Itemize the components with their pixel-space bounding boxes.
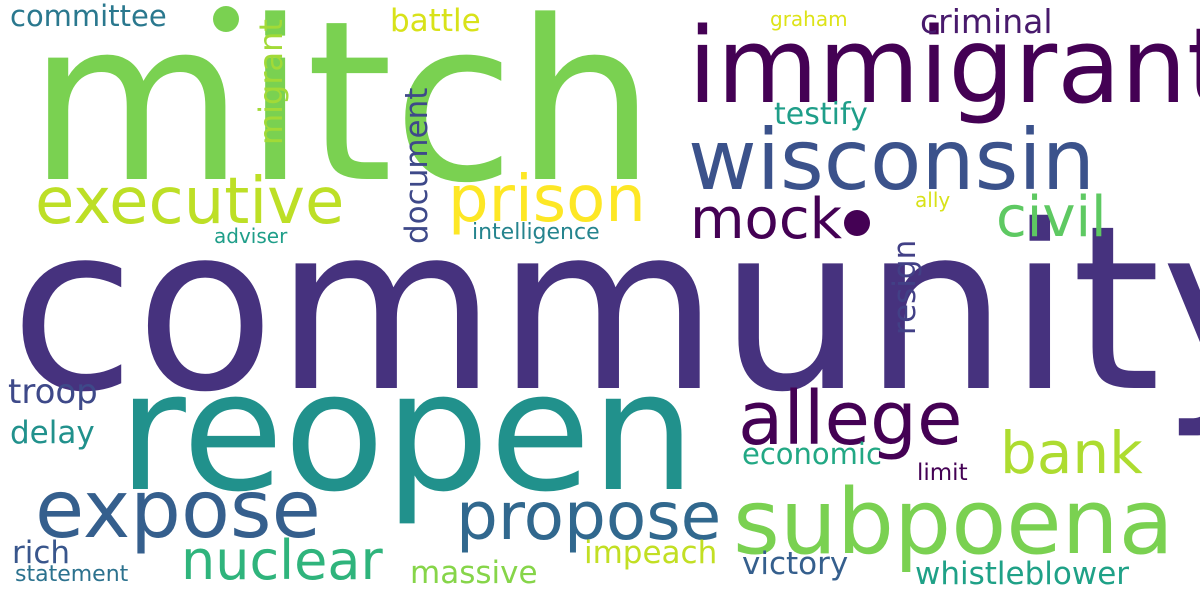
word-troop: troop [8, 372, 98, 412]
word-reopen: reopen [118, 336, 696, 528]
dot-mark [844, 210, 870, 236]
word-civil: civil [996, 185, 1107, 250]
word-mitch: mitch [28, 0, 656, 232]
word-wisconsin: wisconsin [688, 111, 1095, 209]
word-limit: limit [917, 460, 968, 486]
word-victory: victory [742, 546, 849, 582]
word-impeach: impeach [584, 535, 718, 571]
word-delay: delay [10, 415, 95, 451]
word-executive: executive [35, 165, 345, 239]
word-propose: propose [456, 478, 722, 555]
word-criminal: criminal [920, 2, 1053, 41]
word-document: document [399, 87, 435, 244]
word-allege: allege [738, 376, 963, 462]
word-nuclear: nuclear [181, 529, 383, 592]
word-subpoena: subpoena [733, 470, 1174, 575]
word-committee: committee [10, 0, 167, 33]
word-ally: ally [915, 188, 951, 212]
word-migrant: migrant [252, 19, 290, 145]
word-immigrant: immigrant [688, 5, 1200, 127]
word-community: community [10, 176, 1200, 442]
word-rich: rich [12, 535, 71, 571]
word-economic: economic [742, 437, 882, 471]
dot-mark [213, 6, 239, 32]
word-battle: battle [390, 3, 481, 39]
word-testify: testify [774, 97, 868, 132]
word-massive: massive [410, 555, 538, 591]
word-resign: resign [887, 239, 923, 335]
word-mock: mock [690, 187, 843, 252]
word-bank: bank [1000, 419, 1143, 487]
word-statement: statement [15, 562, 129, 587]
word-prison: prison [448, 163, 646, 237]
word-graham: graham [770, 7, 848, 31]
word-adviser: adviser [214, 224, 288, 248]
word-expose: expose [35, 463, 321, 556]
word-intelligence: intelligence [472, 220, 600, 245]
word-whistleblower: whistleblower [915, 556, 1130, 592]
